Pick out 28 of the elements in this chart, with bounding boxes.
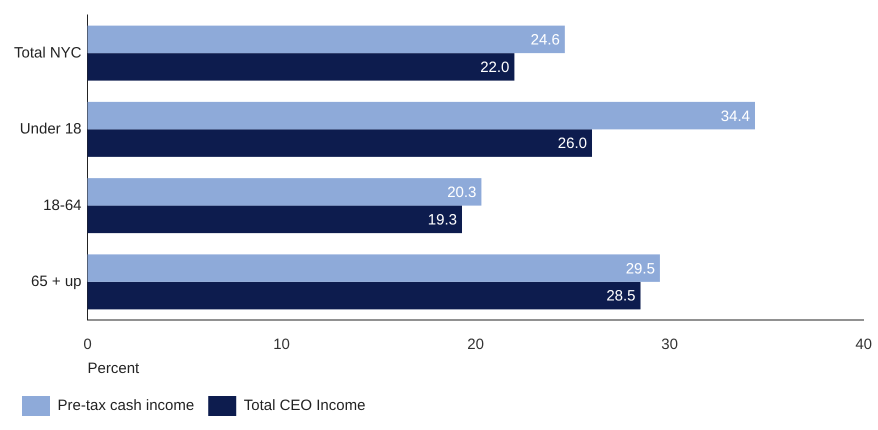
x-tick-label: 10 <box>273 336 290 354</box>
bar <box>88 282 641 310</box>
bar <box>88 206 462 234</box>
data-label: 19.3 <box>428 211 458 228</box>
y-tick-label: 65 + up <box>31 273 82 290</box>
legend-label: Pre-tax cash income <box>58 397 194 414</box>
data-label: 20.3 <box>447 184 476 202</box>
x-tick-label: 20 <box>467 336 484 354</box>
y-tick-label: 18-64 <box>43 196 82 214</box>
bar <box>88 53 514 81</box>
bar <box>88 26 565 54</box>
bar <box>88 254 660 282</box>
data-label: 24.6 <box>530 32 560 49</box>
data-label: 29.5 <box>626 260 655 278</box>
y-tick-label: Total NYC <box>14 44 82 62</box>
bar <box>88 178 482 206</box>
bar <box>88 129 592 157</box>
x-axis-title: Percent <box>88 360 140 378</box>
x-tick-label: 30 <box>661 336 678 354</box>
data-label: 34.4 <box>720 108 750 125</box>
data-label: 22.0 <box>480 58 510 76</box>
bar <box>88 102 755 130</box>
x-tick-label: 0 <box>83 336 92 354</box>
data-label: 26.0 <box>558 135 588 152</box>
y-tick-label: Under 18 <box>20 120 82 138</box>
data-label: 28.5 <box>606 288 636 305</box>
x-tick-label: 40 <box>855 336 872 354</box>
legend-label: Total CEO Income <box>244 397 366 414</box>
